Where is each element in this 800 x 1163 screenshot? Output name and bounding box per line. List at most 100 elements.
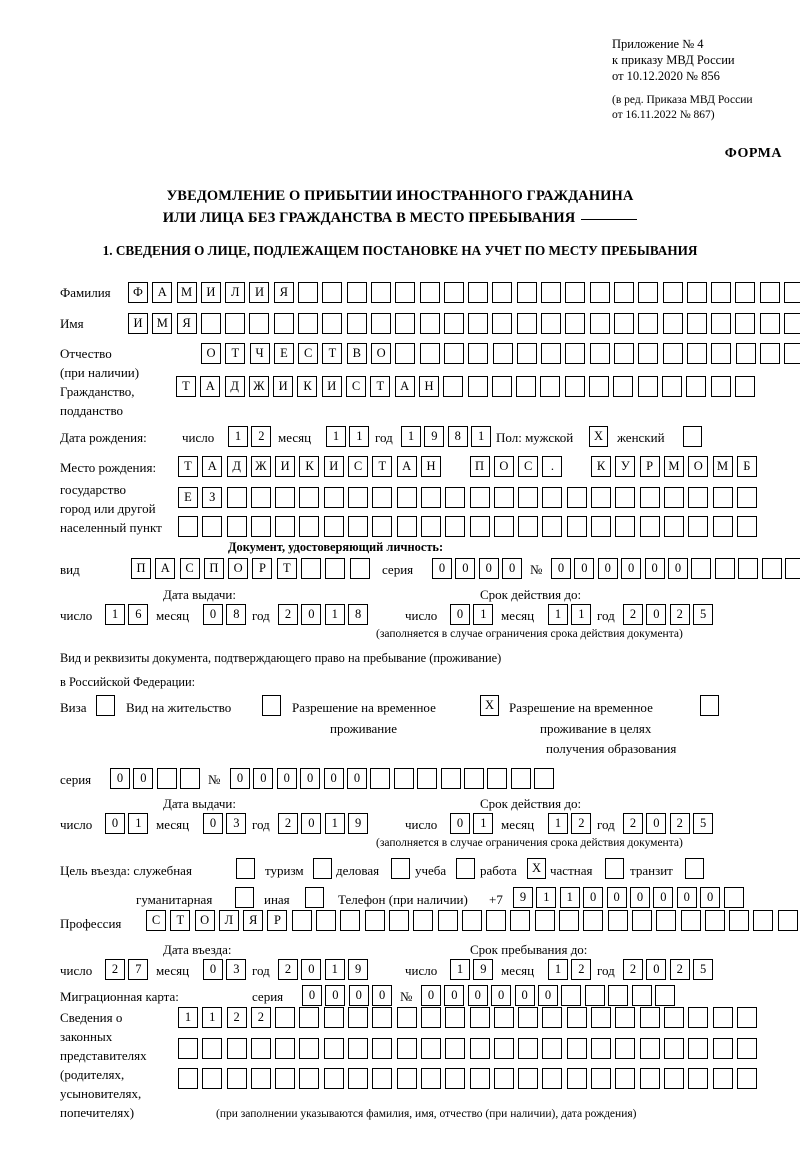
char-cell[interactable]	[299, 1038, 320, 1059]
char-cell[interactable]	[662, 343, 683, 364]
char-cell[interactable]	[291, 910, 312, 931]
char-cell[interactable]	[541, 343, 562, 364]
char-cell[interactable]	[542, 1007, 563, 1028]
char-cell[interactable]	[516, 376, 537, 397]
char-cell[interactable]: 0	[301, 813, 322, 834]
char-cell[interactable]: 1	[536, 887, 557, 908]
char-cell[interactable]	[711, 343, 732, 364]
char-cell[interactable]: Р	[639, 456, 660, 477]
char-cell[interactable]: 0	[203, 813, 223, 834]
char-cell[interactable]	[777, 910, 798, 931]
char-cell[interactable]: 0	[301, 959, 322, 980]
char-cell[interactable]: 8	[226, 604, 247, 625]
char-cell[interactable]: 1	[471, 426, 492, 447]
char-cell[interactable]	[372, 516, 393, 537]
char-cell[interactable]	[639, 1038, 660, 1059]
char-cell[interactable]	[370, 282, 391, 303]
checkbox-residence-permit[interactable]	[262, 695, 281, 716]
char-cell[interactable]: 2	[278, 959, 298, 980]
char-cell[interactable]: 2	[226, 1007, 247, 1028]
char-cell[interactable]: 0	[348, 985, 369, 1006]
char-cell[interactable]	[437, 910, 458, 931]
char-cell[interactable]	[542, 487, 563, 508]
char-cell[interactable]: 0	[646, 604, 667, 625]
char-cell[interactable]	[325, 558, 346, 579]
char-cell[interactable]	[688, 1007, 709, 1028]
char-cell[interactable]	[534, 910, 555, 931]
char-cell[interactable]	[202, 1038, 223, 1059]
char-cell[interactable]: 2	[251, 426, 272, 447]
char-cell[interactable]: О	[194, 910, 215, 931]
char-cell[interactable]: И	[321, 376, 342, 397]
char-cell[interactable]: 0	[644, 558, 665, 579]
char-cell[interactable]	[440, 768, 461, 789]
char-cell[interactable]	[493, 516, 514, 537]
char-cell[interactable]: С	[346, 376, 367, 397]
char-cell[interactable]: Ф	[128, 282, 148, 303]
char-cell[interactable]	[541, 313, 562, 334]
checkbox-purpose-other[interactable]	[305, 887, 324, 908]
char-cell[interactable]	[299, 487, 320, 508]
char-cell[interactable]	[663, 516, 684, 537]
char-cell[interactable]	[712, 1007, 733, 1028]
char-cell[interactable]	[445, 1038, 466, 1059]
char-cell[interactable]	[395, 343, 416, 364]
char-cell[interactable]	[584, 985, 605, 1006]
char-cell[interactable]	[735, 343, 756, 364]
birth-place-city-row2-boxes[interactable]	[178, 516, 757, 537]
char-cell[interactable]: 0	[450, 604, 470, 625]
char-cell[interactable]	[516, 282, 537, 303]
char-cell[interactable]	[492, 282, 513, 303]
char-cell[interactable]	[638, 343, 659, 364]
char-cell[interactable]: Б	[736, 456, 757, 477]
char-cell[interactable]	[639, 1068, 660, 1089]
char-cell[interactable]	[491, 376, 512, 397]
char-cell[interactable]	[540, 376, 561, 397]
char-cell[interactable]: 1	[559, 887, 580, 908]
char-cell[interactable]	[396, 1068, 417, 1089]
char-cell[interactable]: Е	[273, 343, 294, 364]
char-cell[interactable]: 0	[421, 985, 441, 1006]
char-cell[interactable]: 1	[473, 604, 494, 625]
char-cell[interactable]: И	[323, 456, 344, 477]
char-cell[interactable]	[372, 487, 393, 508]
char-cell[interactable]	[226, 1068, 247, 1089]
char-cell[interactable]: М	[176, 282, 197, 303]
char-cell[interactable]	[395, 282, 416, 303]
char-cell[interactable]: 0	[667, 558, 688, 579]
char-cell[interactable]	[615, 1038, 636, 1059]
char-cell[interactable]	[613, 282, 634, 303]
char-cell[interactable]: К	[299, 456, 320, 477]
char-cell[interactable]: И	[200, 282, 221, 303]
checkbox-purpose-tourism[interactable]	[313, 858, 332, 879]
char-cell[interactable]: Т	[178, 456, 198, 477]
char-cell[interactable]	[518, 1068, 539, 1089]
reps-row-2-boxes[interactable]	[178, 1038, 757, 1059]
char-cell[interactable]	[372, 1007, 393, 1028]
char-cell[interactable]	[322, 313, 343, 334]
char-cell[interactable]	[712, 487, 733, 508]
char-cell[interactable]: К	[297, 376, 318, 397]
char-cell[interactable]	[759, 313, 780, 334]
char-cell[interactable]	[637, 376, 658, 397]
char-cell[interactable]: С	[179, 558, 200, 579]
char-cell[interactable]	[784, 313, 800, 334]
char-cell[interactable]	[510, 910, 531, 931]
char-cell[interactable]	[613, 313, 634, 334]
char-cell[interactable]: 0	[700, 887, 721, 908]
char-cell[interactable]: 2	[571, 959, 592, 980]
char-cell[interactable]	[348, 1038, 369, 1059]
char-cell[interactable]	[566, 1007, 587, 1028]
char-cell[interactable]	[663, 1068, 684, 1089]
char-cell[interactable]	[493, 1038, 514, 1059]
char-cell[interactable]	[736, 1038, 757, 1059]
char-cell[interactable]	[349, 558, 370, 579]
char-cell[interactable]	[784, 558, 800, 579]
